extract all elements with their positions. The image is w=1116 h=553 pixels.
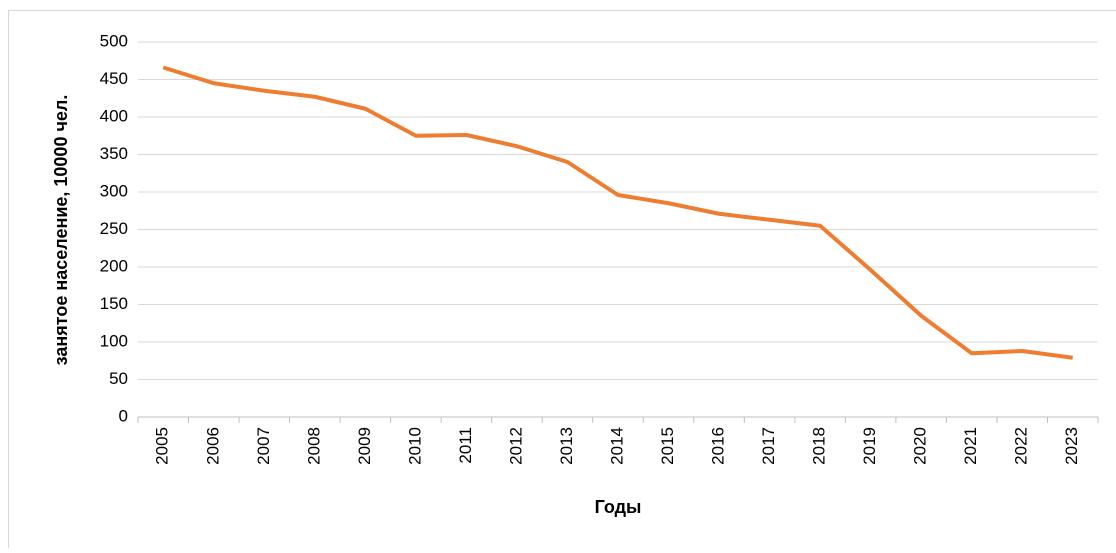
x-tick-label: 2015 (658, 427, 677, 465)
y-axis-label: занятое население, 10000 чел. (51, 95, 71, 366)
y-tick-label: 50 (109, 369, 128, 388)
x-tick-label: 2009 (355, 427, 374, 465)
x-tick-label: 2020 (911, 427, 930, 465)
y-tick-label: 150 (100, 294, 128, 313)
y-tick-label: 100 (100, 331, 128, 350)
x-tick-label: 2022 (1012, 427, 1031, 465)
x-tick-label: 2005 (153, 427, 172, 465)
x-tick-label: 2007 (254, 427, 273, 465)
y-tick-label: 450 (100, 69, 128, 88)
x-axis-label: Годы (595, 497, 642, 517)
x-tick-label: 2011 (456, 427, 475, 464)
x-tick-label: 2023 (1062, 427, 1081, 465)
x-tick-label: 2018 (810, 427, 829, 465)
x-tick-label: 2017 (759, 427, 778, 465)
x-tick-label: 2019 (860, 427, 879, 465)
x-tick-label: 2021 (961, 427, 980, 465)
y-tick-label: 250 (100, 219, 128, 238)
x-tick-label: 2006 (203, 427, 222, 465)
line-series (163, 68, 1072, 358)
y-tick-label: 200 (100, 256, 128, 275)
y-tick-label: 300 (100, 181, 128, 200)
y-tick-label: 400 (100, 106, 128, 125)
y-tick-label: 500 (100, 31, 128, 50)
x-tick-label: 2013 (557, 427, 576, 465)
x-tick-label: 2012 (506, 427, 525, 465)
chart-border (9, 11, 1116, 549)
x-tick-label: 2016 (709, 427, 728, 465)
x-tick-label: 2008 (304, 427, 323, 465)
x-tick-label: 2014 (607, 427, 626, 465)
y-tick-label: 350 (100, 144, 128, 163)
y-tick-label: 0 (119, 406, 128, 425)
x-tick-label: 2010 (405, 427, 424, 465)
